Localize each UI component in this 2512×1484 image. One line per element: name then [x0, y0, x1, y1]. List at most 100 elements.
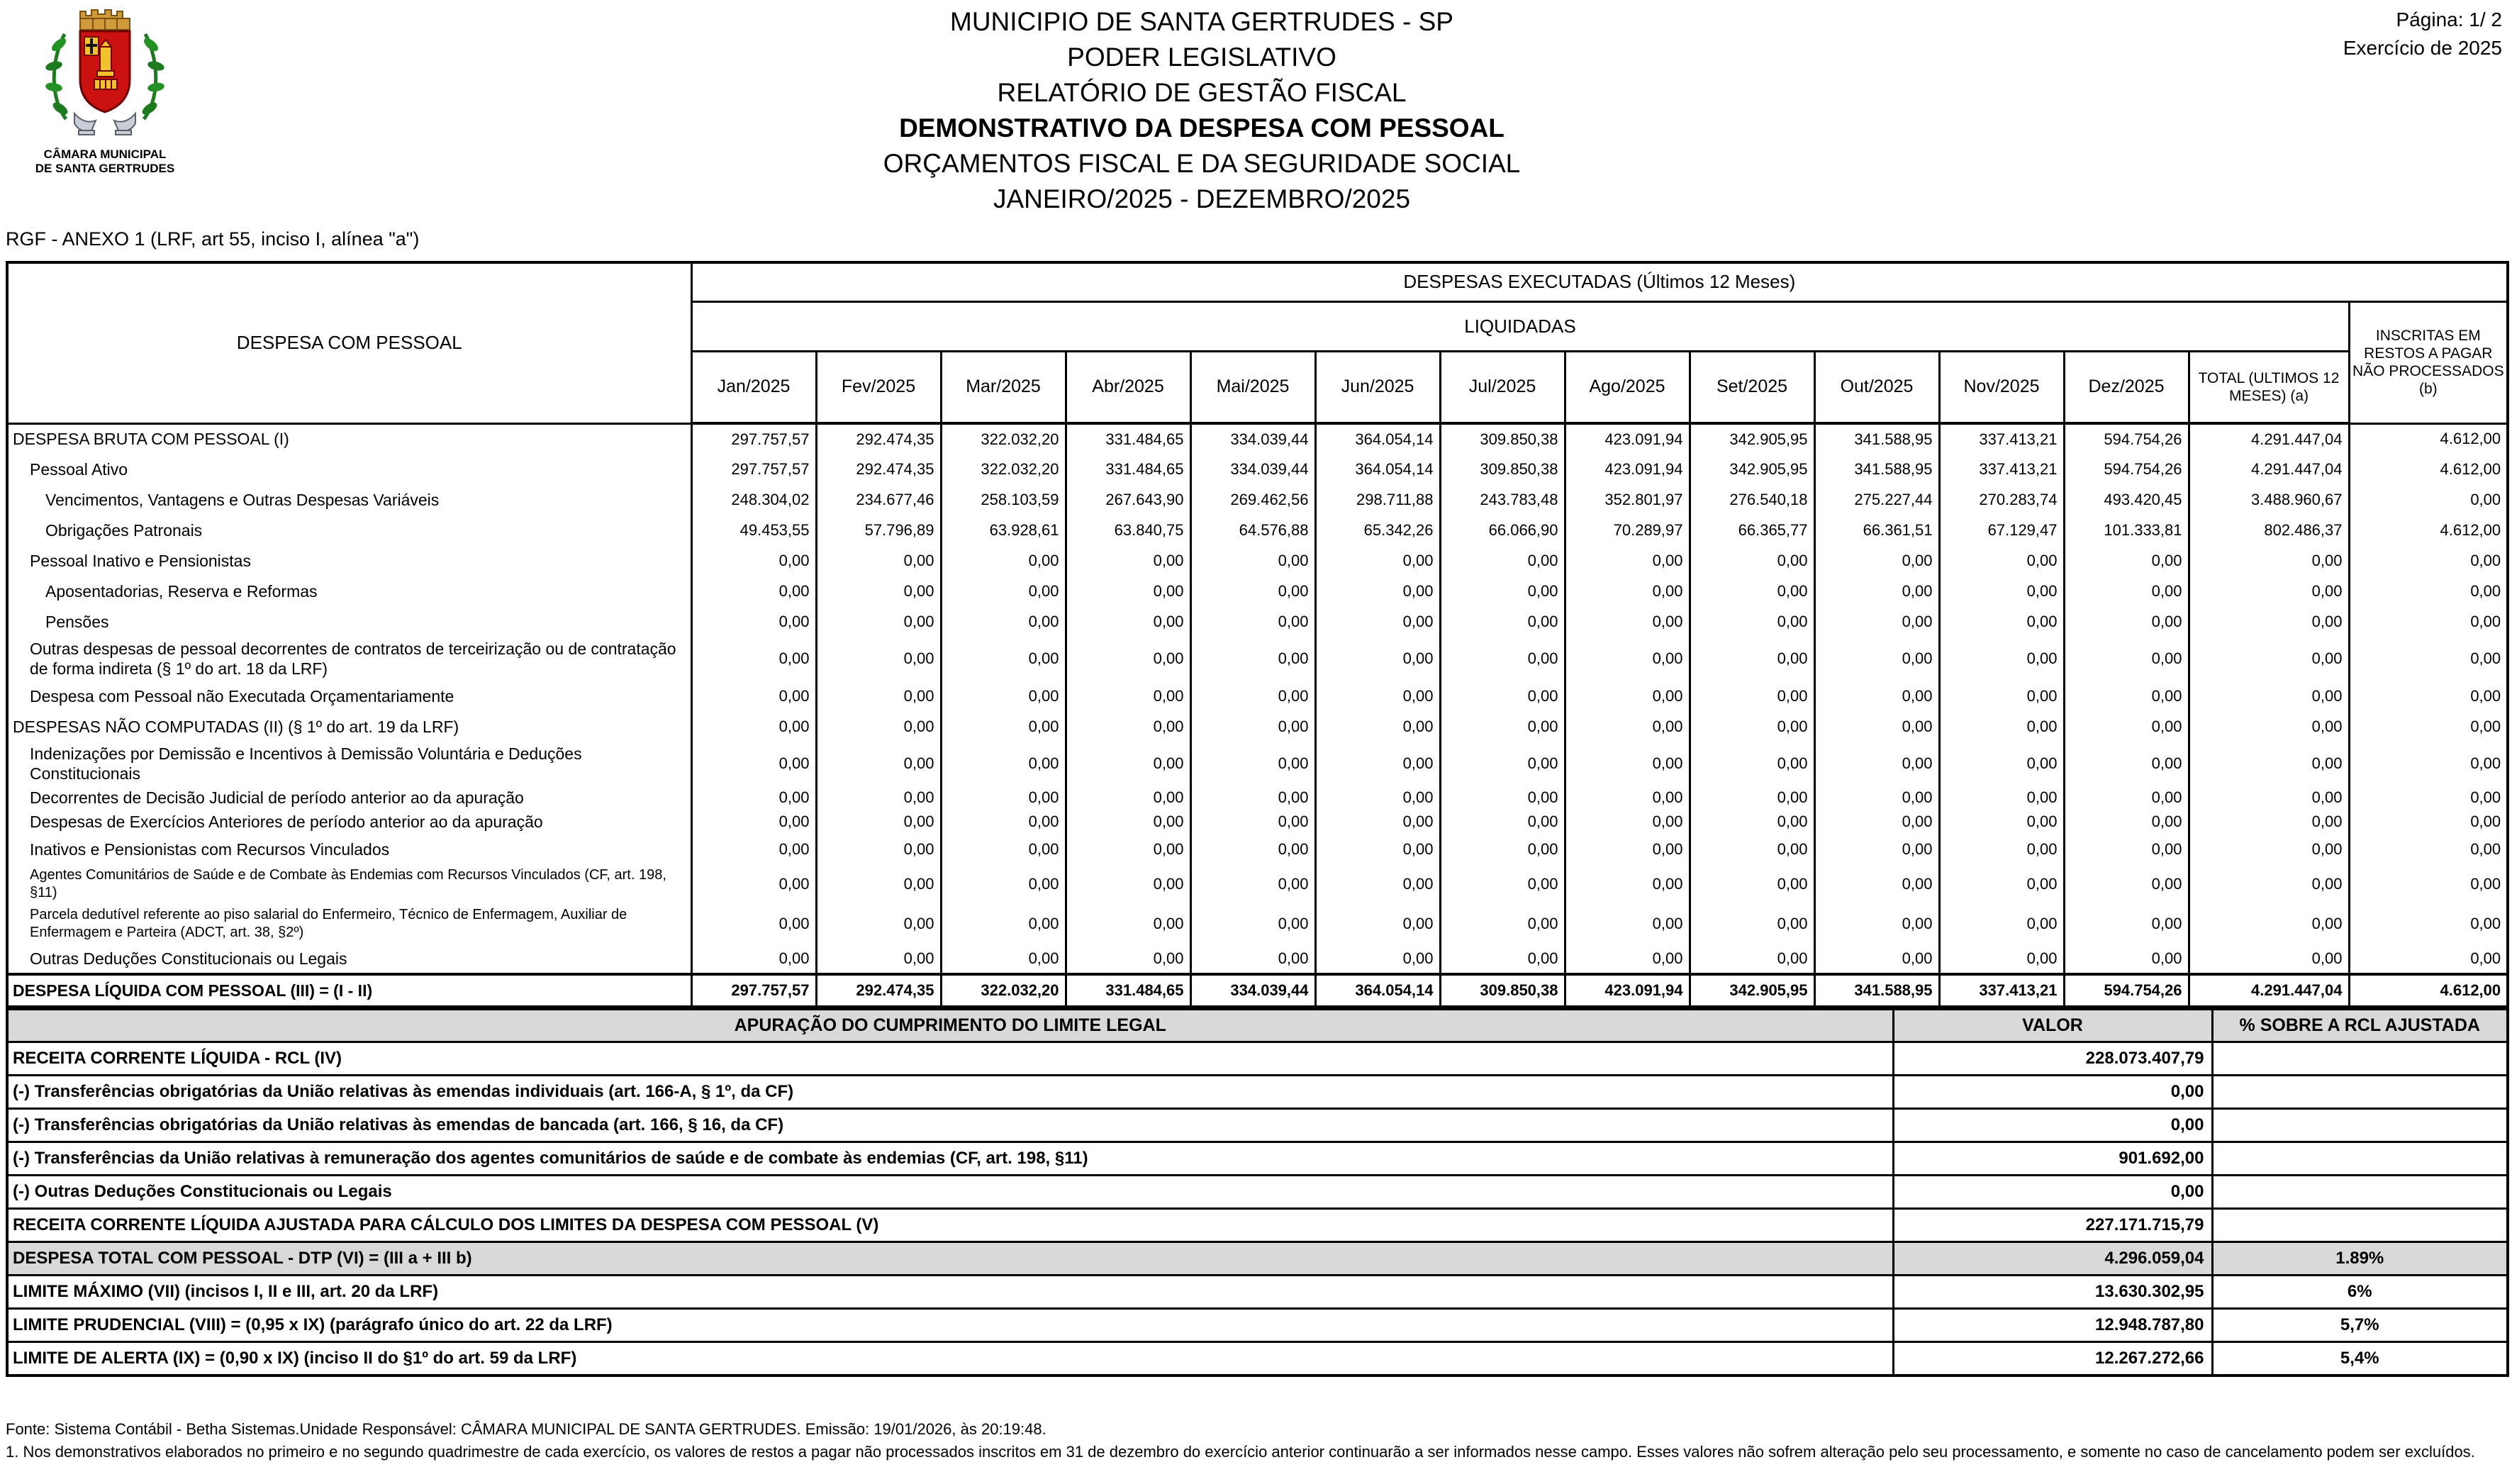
expense-row: Inativos e Pensionistas com Recursos Vin… [6, 834, 2509, 864]
cell-value: 352.801,97 [1563, 484, 1691, 515]
limit-row-value: 4.296.059,04 [1892, 1241, 2214, 1276]
limit-row-value: 0,00 [1892, 1074, 2214, 1110]
cell-value: 0,00 [1688, 904, 1816, 944]
column-header-valor: VALOR [1892, 1008, 2214, 1043]
expense-row: Indenizações por Demissão e Incentivos à… [6, 742, 2509, 786]
cell-value: 0,00 [2348, 742, 2509, 786]
cell-value: 341.588,95 [1813, 454, 1941, 484]
limit-row-value: 228.073.407,79 [1892, 1041, 2214, 1076]
limit-row: RECEITA CORRENTE LÍQUIDA - RCL (IV) 228.0… [6, 1041, 2509, 1076]
cell-value: 0,00 [1189, 576, 1317, 606]
cell-value: 0,00 [1189, 864, 1317, 904]
cell-value: 342.905,95 [1688, 974, 1816, 1007]
cell-value: 0,00 [1314, 545, 1441, 576]
limit-row-value: 12.948.787,80 [1892, 1307, 2214, 1343]
row-label: Parcela dedutível referente ao piso sala… [6, 904, 693, 944]
cell-value: 57.796,89 [815, 515, 942, 545]
cell-value: 337.413,21 [1938, 974, 2065, 1007]
cell-value: 0,00 [1189, 742, 1317, 786]
cell-value: 0,00 [1563, 711, 1691, 742]
column-header-total-12-meses: TOTAL (ULTIMOS 12 MESES) (a) [2187, 350, 2350, 425]
cell-value: 0,00 [1938, 864, 2065, 904]
cell-value: 0,00 [815, 810, 942, 834]
cell-value: 0,00 [1813, 711, 1941, 742]
cell-value: 0,00 [939, 637, 1067, 681]
cell-value: 0,00 [1439, 810, 1566, 834]
limit-row-percent: 5,4% [2211, 1341, 2509, 1376]
row-label: Despesa com Pessoal não Executada Orçame… [6, 681, 693, 711]
cell-value: 0,00 [939, 834, 1067, 864]
cell-value: 0,00 [1314, 810, 1441, 834]
footnote-1: 1. Nos demonstrativos elaborados no prim… [6, 1443, 2475, 1461]
column-header-month: Jul/2025 [1439, 350, 1566, 425]
cell-value: 0,00 [1189, 944, 1317, 974]
expense-row: Despesas de Exercícios Anteriores de per… [6, 810, 2509, 834]
cell-value: 0,00 [1439, 681, 1566, 711]
cell-value: 331.484,65 [1064, 974, 1192, 1007]
limit-row-percent [2211, 1074, 2509, 1110]
cell-value: 0,00 [1813, 606, 1941, 637]
cell-value: 0,00 [1813, 864, 1941, 904]
cell-value: 0,00 [1938, 904, 2065, 944]
cell-value: 0,00 [2348, 545, 2509, 576]
cell-value: 4.612,00 [2348, 423, 2509, 454]
title-branch: PODER LEGISLATIVO [1067, 43, 1336, 72]
row-label: Pessoal Ativo [6, 454, 693, 484]
cell-value: 0,00 [939, 606, 1067, 637]
row-label: Pensões [6, 606, 693, 637]
limit-rows: RECEITA CORRENTE LÍQUIDA - RCL (IV) 228.0… [6, 1041, 2509, 1376]
cell-value: 269.462,56 [1189, 484, 1317, 515]
cell-value: 309.850,38 [1439, 454, 1566, 484]
cell-value: 0,00 [1064, 944, 1192, 974]
cell-value: 4.291.447,04 [2187, 974, 2350, 1007]
cell-value: 292.474,35 [815, 423, 942, 454]
cell-value: 0,00 [1563, 810, 1691, 834]
expense-row: Obrigações Patronais 49.453,55 57.796,89 63… [6, 515, 2509, 545]
cell-value: 0,00 [2348, 576, 2509, 606]
cell-value: 0,00 [1439, 606, 1566, 637]
cell-value: 0,00 [2062, 944, 2190, 974]
cell-value: 802.486,37 [2187, 515, 2350, 545]
cell-value: 0,00 [1439, 742, 1566, 786]
cell-value: 0,00 [939, 545, 1067, 576]
personnel-expense-table: DESPESA COM PESSOAL DESPESAS EXECUTADAS … [6, 261, 2510, 1008]
cell-value: 0,00 [2187, 711, 2350, 742]
municipal-crest-logo: CÂMARA MUNICIPAL DE SANTA GERTRUDES [20, 6, 190, 176]
row-label: Indenizações por Demissão e Incentivos à… [6, 742, 693, 786]
cell-value: 0,00 [2348, 786, 2509, 810]
cell-value: 364.054,14 [1314, 454, 1441, 484]
column-header-month: Mar/2025 [939, 350, 1067, 425]
cell-value: 0,00 [690, 944, 817, 974]
cell-value: 65.342,26 [1314, 515, 1441, 545]
row-label: Inativos e Pensionistas com Recursos Vin… [6, 834, 693, 864]
cell-value: 341.588,95 [1813, 423, 1941, 454]
cell-value: 0,00 [815, 742, 942, 786]
column-header-month: Ago/2025 [1563, 350, 1691, 425]
limit-row-value: 0,00 [1892, 1108, 2214, 1143]
cell-value: 0,00 [1064, 786, 1192, 810]
column-header-month: Mai/2025 [1189, 350, 1317, 425]
limit-row-value: 13.630.302,95 [1892, 1274, 2214, 1310]
cell-value: 0,00 [1813, 681, 1941, 711]
cell-value: 423.091,94 [1563, 423, 1691, 454]
cell-value: 0,00 [1563, 637, 1691, 681]
cell-value: 270.283,74 [1938, 484, 2065, 515]
cell-value: 0,00 [1813, 834, 1941, 864]
cell-value: 0,00 [2187, 944, 2350, 974]
column-header-inscritas-restos-a-pagar: INSCRITAS EM RESTOS A PAGAR NÃO PROCESSA… [2348, 300, 2509, 425]
cell-value: 0,00 [2187, 786, 2350, 810]
limit-row-label: (-) Outras Deduções Constitucionais ou L… [6, 1174, 1894, 1210]
cell-value: 0,00 [1064, 711, 1192, 742]
cell-value: 423.091,94 [1563, 974, 1691, 1007]
cell-value: 0,00 [2348, 834, 2509, 864]
cell-value: 334.039,44 [1189, 974, 1317, 1007]
expense-row: DESPESA BRUTA COM PESSOAL (I) 297.757,57 2… [6, 423, 2509, 454]
exercise-year: Exercício de 2025 [2343, 37, 2502, 59]
cell-value: 0,00 [2062, 606, 2190, 637]
column-header-liquidadas: LIQUIDADAS [690, 300, 2350, 352]
row-label: Agentes Comunitários de Saúde e de Comba… [6, 864, 693, 904]
cell-value: 0,00 [2348, 681, 2509, 711]
cell-value: 0,00 [1189, 681, 1317, 711]
cell-value: 0,00 [690, 742, 817, 786]
